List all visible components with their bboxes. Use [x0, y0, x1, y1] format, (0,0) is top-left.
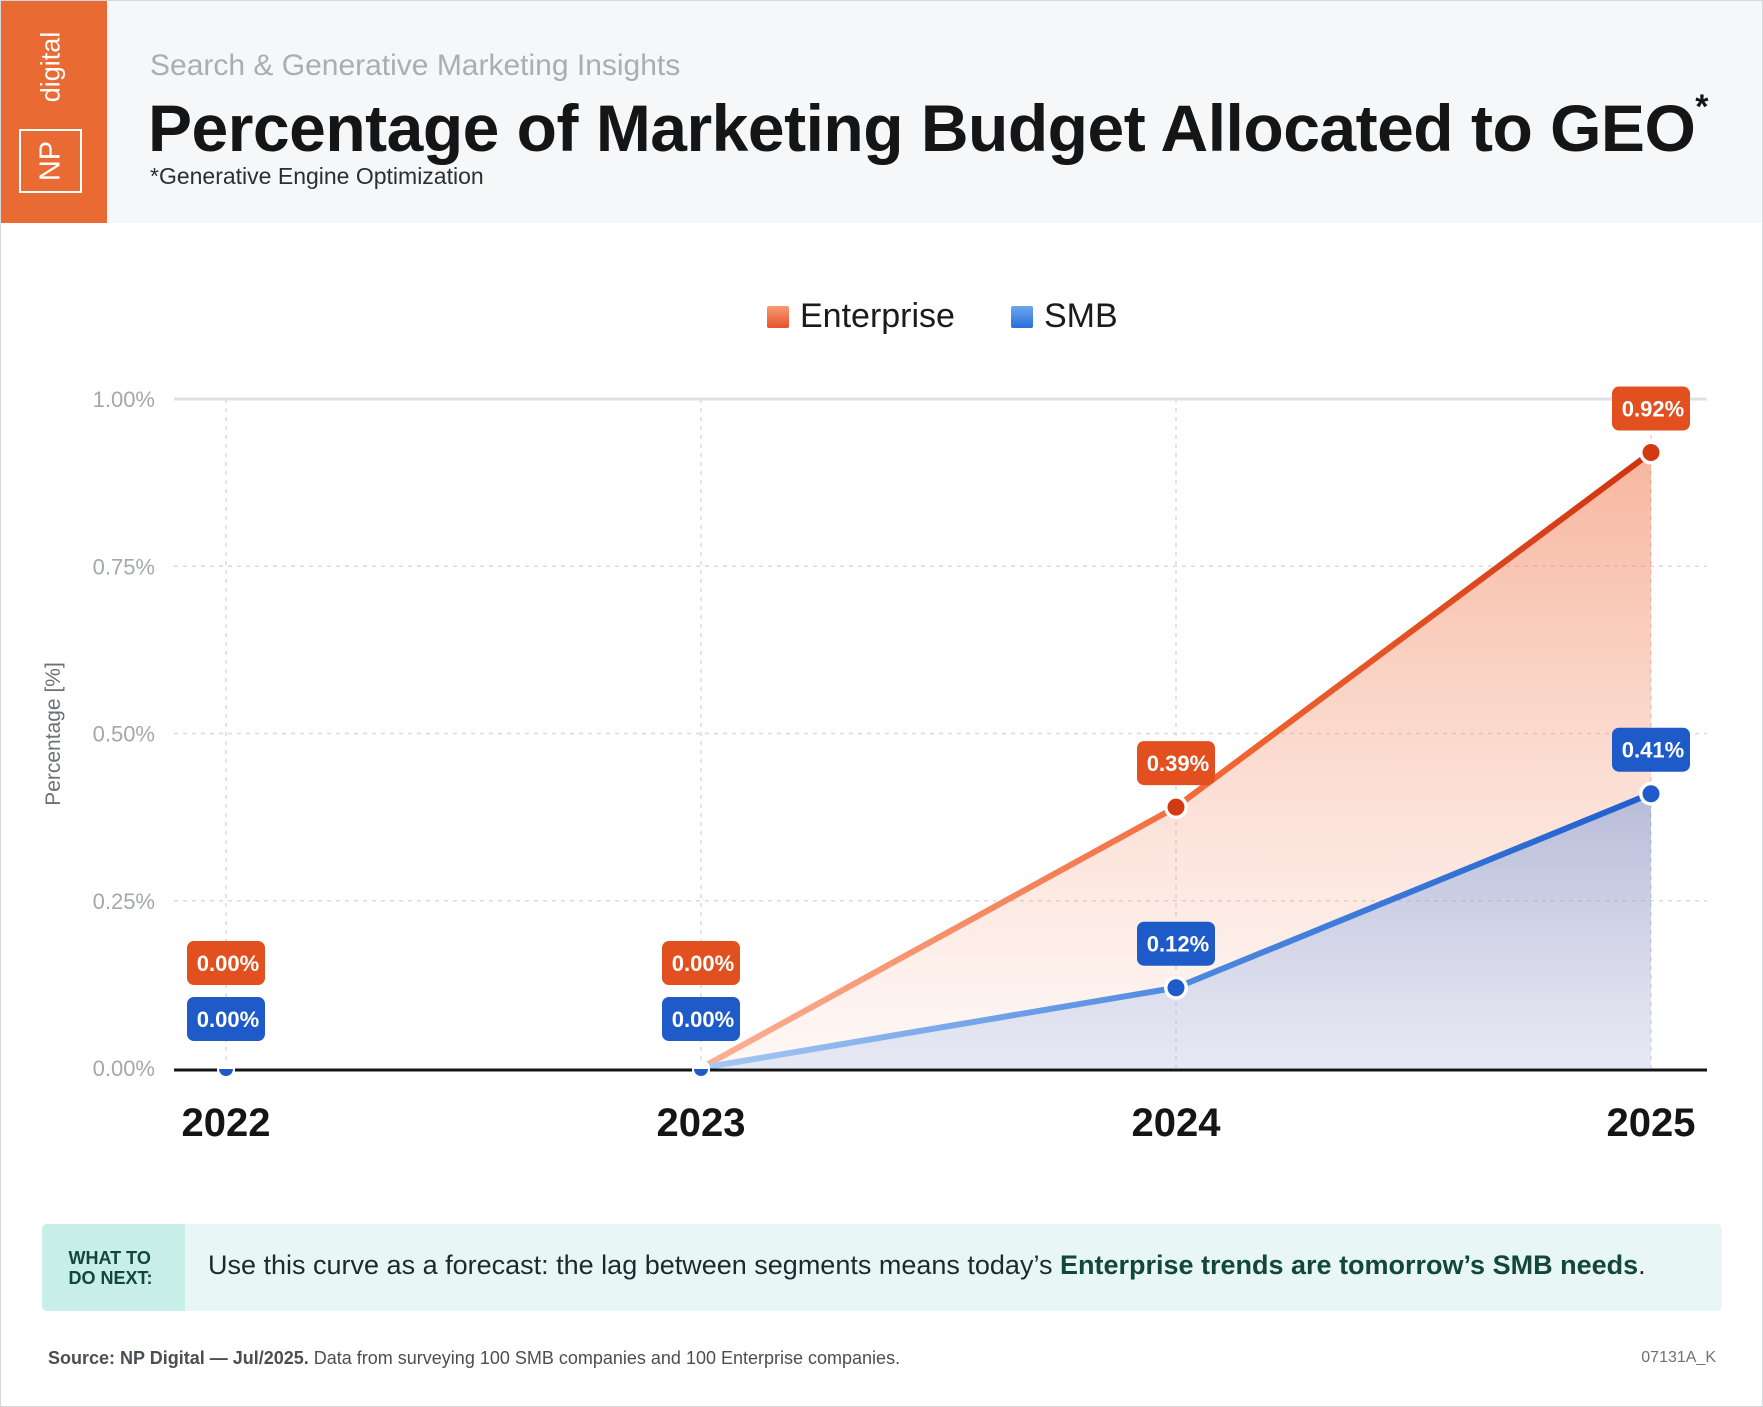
x-tick-label: 2023	[657, 1101, 746, 1145]
y-tick-label: 0.50%	[93, 722, 155, 747]
data-label-text: 0.00%	[197, 1007, 259, 1032]
y-tick-label: 0.25%	[93, 889, 155, 914]
data-label-enterprise: 0.00%	[662, 941, 740, 985]
callout-label: WHAT TO DO NEXT:	[68, 1247, 153, 1288]
logo-frame	[19, 129, 82, 193]
callout-text-bold: Enterprise trends are tomorrow’s SMB nee…	[1059, 1250, 1639, 1280]
title-asterisk: *	[1695, 88, 1709, 126]
graphic-code: 07131A_K	[1641, 1349, 1716, 1366]
data-point-smb	[694, 1069, 708, 1076]
data-label-smb: 0.00%	[187, 997, 265, 1041]
callout-text-end: .	[1638, 1250, 1646, 1280]
source-details: Data from surveying 100 SMB companies an…	[308, 1348, 901, 1368]
x-tick-label: 2024	[1132, 1101, 1222, 1145]
x-tick-label: 2025	[1607, 1101, 1696, 1145]
what-to-do-next-callout: WHAT TO DO NEXT: Use this curve as a for…	[42, 1224, 1722, 1311]
area-smb	[701, 793, 1651, 1068]
y-tick-label: 0.00%	[93, 1056, 155, 1081]
logo-np-text: NP	[34, 140, 67, 182]
data-point-smb	[219, 1069, 233, 1076]
data-label-smb: 0.00%	[662, 997, 740, 1041]
data-label-box	[1612, 386, 1690, 431]
data-label-text: 0.39%	[1147, 751, 1209, 776]
source-label: Source: NP Digital — Jul/2025.	[48, 1348, 309, 1368]
legend-swatch-smb	[1011, 306, 1033, 328]
footnote: *Generative Engine Optimization	[150, 163, 484, 189]
data-label-enterprise: 0.39%	[1137, 741, 1215, 786]
legend-swatch-enterprise	[767, 306, 789, 328]
line-chart: Enterprise SMB Percentage [%] 0.00% 0.25%…	[42, 297, 1707, 1145]
data-point-enterprise	[1167, 798, 1185, 816]
callout-text-start: Use this curve as a forecast: the lag be…	[208, 1250, 1060, 1280]
data-label-text: 0.92%	[1622, 397, 1684, 422]
data-label-box	[1137, 741, 1215, 786]
y-tick-label: 1.00%	[93, 387, 155, 412]
data-label-smb: 0.41%	[1612, 727, 1690, 772]
legend-label-enterprise: Enterprise	[800, 297, 955, 335]
data-point-smb	[1167, 979, 1185, 997]
legend-label-smb: SMB	[1044, 297, 1118, 335]
data-label-box	[187, 941, 265, 985]
data-label-text: 0.00%	[672, 1007, 734, 1032]
data-label-box	[662, 997, 740, 1041]
data-label-enterprise: 0.92%	[1612, 386, 1690, 431]
source-note: Source: NP Digital — Jul/2025. Data from…	[48, 1348, 900, 1369]
data-label-text: 0.12%	[1147, 932, 1209, 957]
np-digital-logo: NP digital	[1, 1, 107, 223]
data-label-box	[662, 941, 740, 985]
data-label-text: 0.41%	[1622, 738, 1684, 763]
data-point-enterprise	[1642, 444, 1660, 462]
data-label-enterprise: 0.00%	[187, 941, 265, 985]
y-tick-label: 0.75%	[93, 554, 155, 579]
y-axis-title: Percentage [%]	[42, 662, 65, 806]
data-point-smb	[1642, 785, 1660, 803]
data-label-box	[1137, 921, 1215, 966]
title-text: Percentage of Marketing Budget Allocated…	[148, 91, 1696, 165]
legend: Enterprise SMB	[767, 297, 1118, 335]
data-label-text: 0.00%	[197, 951, 259, 976]
callout-label-box: WHAT TO DO NEXT:	[42, 1224, 185, 1311]
x-tick-label: 2022	[182, 1101, 271, 1145]
data-label-box	[187, 997, 265, 1041]
callout-text: Use this curve as a forecast: the lag be…	[208, 1250, 1646, 1281]
page-title: Percentage of Marketing Budget Allocated…	[148, 88, 1709, 166]
data-label-box	[1612, 727, 1690, 772]
data-label-text: 0.00%	[672, 951, 734, 976]
data-label-smb: 0.12%	[1137, 921, 1215, 966]
logo-digital-text: digital	[35, 31, 66, 103]
header: NP digital Search & Generative Marketing…	[1, 1, 1762, 223]
kicker: Search & Generative Marketing Insights	[150, 49, 681, 82]
